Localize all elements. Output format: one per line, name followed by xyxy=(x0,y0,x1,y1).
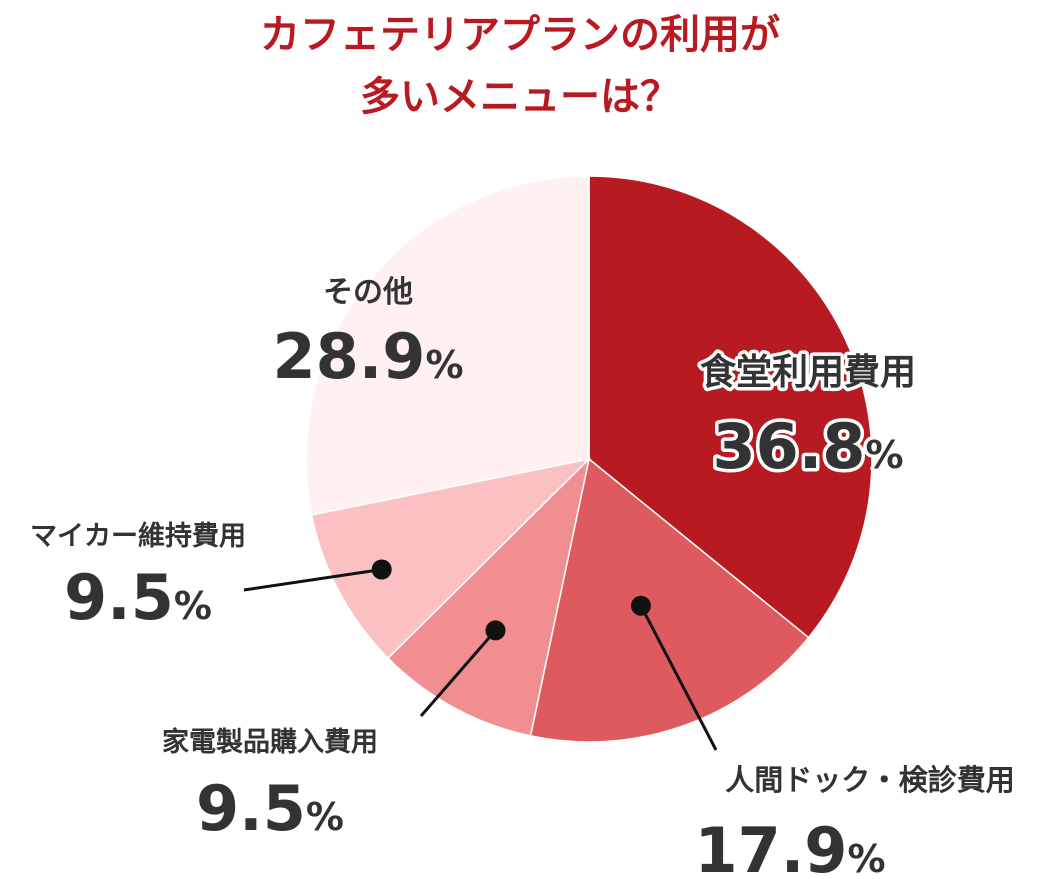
leader-line-3 xyxy=(243,568,382,592)
pie-slice-3 xyxy=(310,457,592,660)
slice-value-3: 9.5% xyxy=(64,561,212,634)
leader-line-1 xyxy=(639,605,718,751)
slice-value-0: 36.8% xyxy=(712,410,903,483)
leader-line-2 xyxy=(419,629,497,717)
slice-value-4: 28.9% xyxy=(272,320,463,393)
leader-dot-1 xyxy=(630,595,651,616)
leader-dot-2 xyxy=(485,620,506,641)
slice-value-1: 17.9% xyxy=(694,814,885,879)
slice-value-2: 9.5% xyxy=(196,772,344,845)
pie-slice-0 xyxy=(588,175,873,639)
pie-slice-2 xyxy=(386,456,591,737)
chart-title-line2: 多いメニューは？ xyxy=(360,74,680,120)
pie-slice-4 xyxy=(305,175,590,516)
slice-label-3: マイカー維持費用 xyxy=(30,521,246,552)
slice-label-0: 食堂利用費用 xyxy=(700,352,916,393)
slice-label-4: その他 xyxy=(323,275,413,310)
leader-dot-3 xyxy=(371,559,392,580)
slice-label-1: 人間ドック・検診費用 xyxy=(725,763,1014,797)
slice-label-2: 家電製品購入費用 xyxy=(162,726,378,758)
pie-slice-1 xyxy=(529,457,810,743)
chart-title-line1: カフェテリアプランの利用が xyxy=(260,12,780,58)
